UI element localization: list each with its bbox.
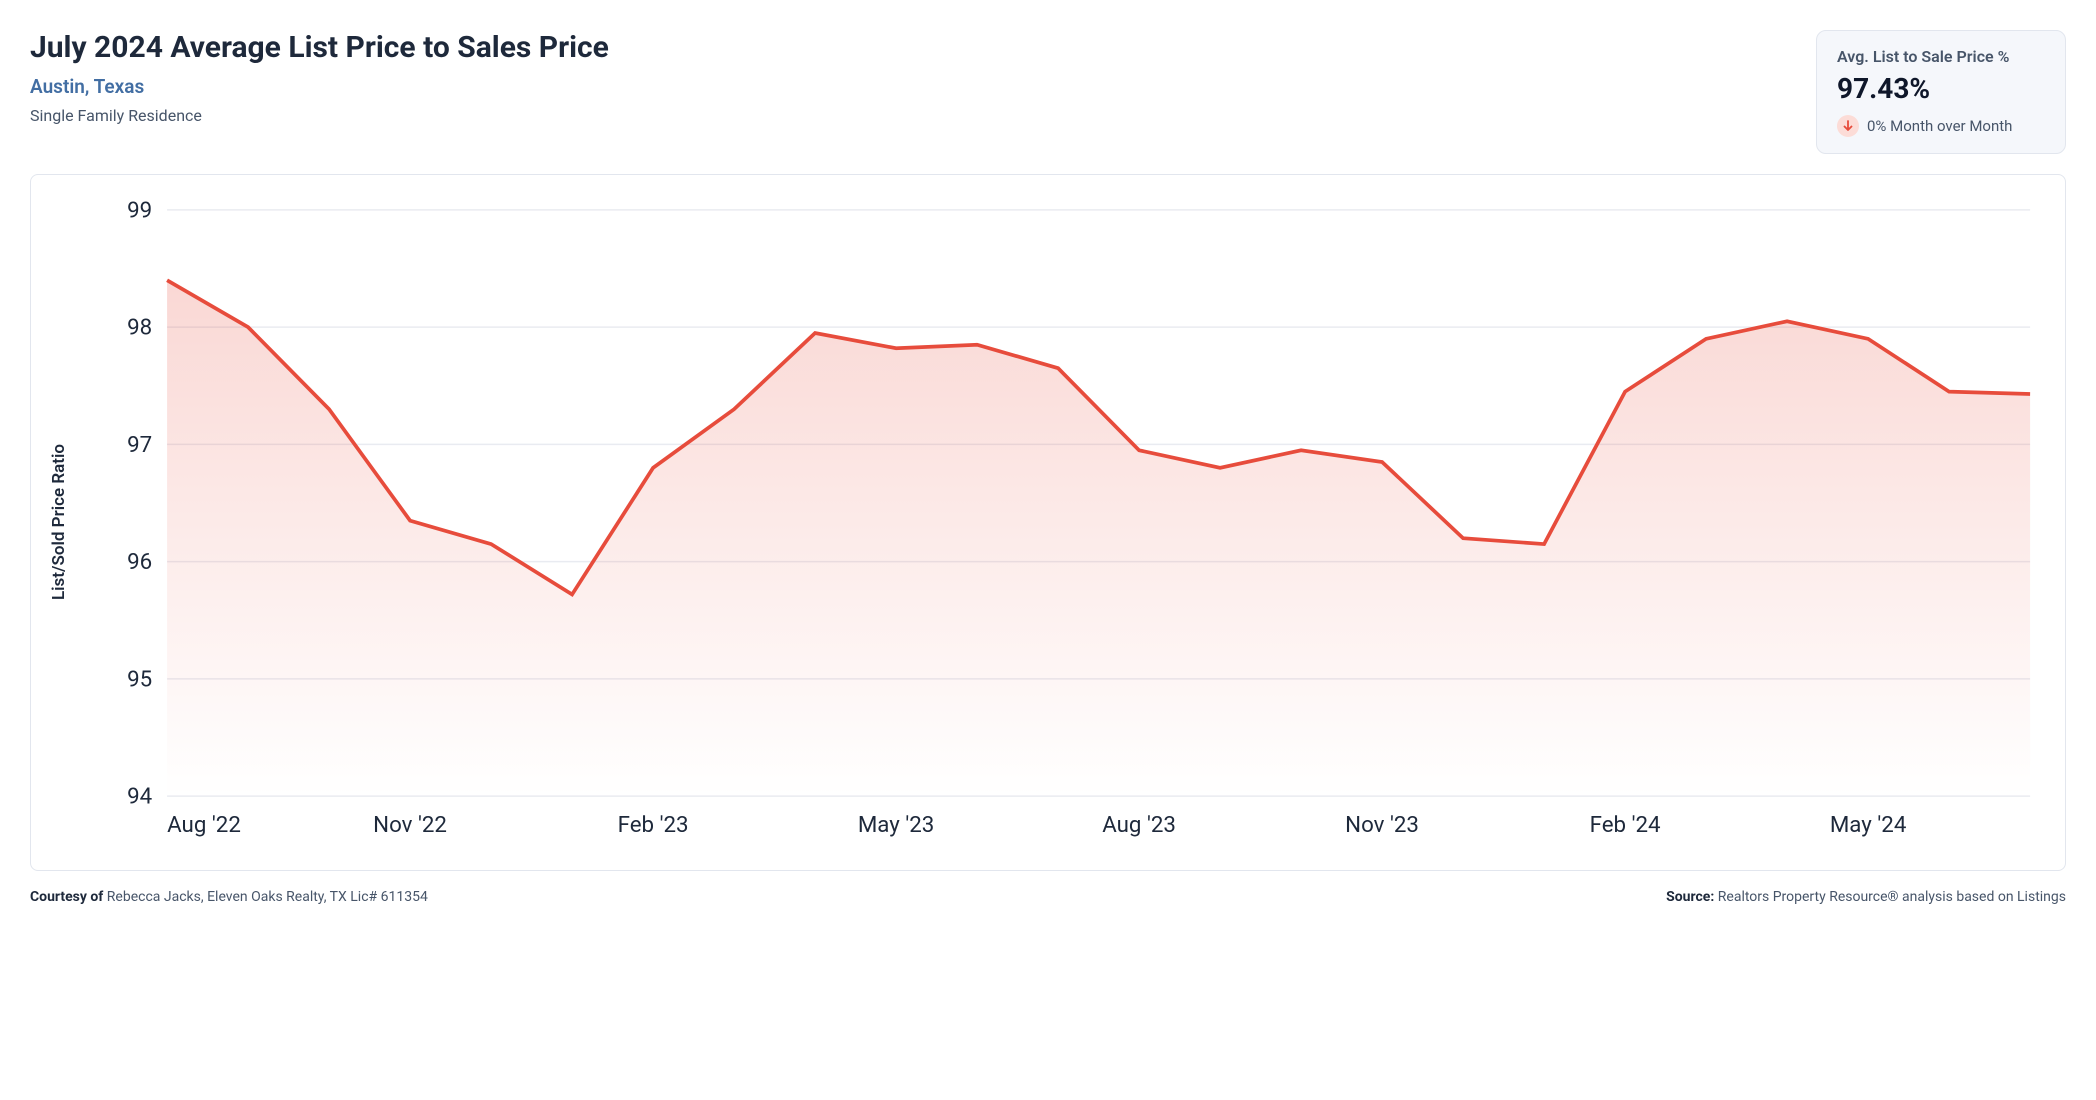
property-type-label: Single Family Residence — [30, 106, 609, 125]
stat-card: Avg. List to Sale Price % 97.43% 0% Mont… — [1816, 30, 2066, 154]
svg-text:95: 95 — [127, 666, 152, 692]
stat-change-text: 0% Month over Month — [1867, 117, 2012, 135]
chart-panel: List/Sold Price Ratio 94 95 96 97 98 99 Aug '2… — [30, 174, 2066, 871]
svg-text:97: 97 — [127, 432, 152, 458]
area-chart: 94 95 96 97 98 99 Aug '22 Nov '22 Feb '23 May '23… — [51, 195, 2045, 850]
stat-value: 97.43% — [1837, 72, 2045, 105]
svg-text:94: 94 — [127, 784, 153, 810]
courtesy-line: Courtesy of Rebecca Jacks, Eleven Oaks R… — [30, 889, 428, 905]
svg-text:May '24: May '24 — [1830, 812, 1907, 838]
svg-text:99: 99 — [127, 197, 152, 223]
svg-text:98: 98 — [127, 315, 152, 341]
svg-text:Feb '23: Feb '23 — [618, 812, 689, 838]
svg-text:May '23: May '23 — [858, 812, 935, 838]
stat-label: Avg. List to Sale Price % — [1837, 47, 2045, 66]
svg-text:Nov '22: Nov '22 — [373, 812, 447, 838]
y-axis-title: List/Sold Price Ratio — [49, 444, 69, 600]
arrow-down-icon — [1837, 115, 1859, 137]
svg-text:96: 96 — [127, 549, 152, 575]
location-label: Austin, Texas — [30, 75, 609, 98]
svg-text:Feb '24: Feb '24 — [1590, 812, 1661, 838]
svg-text:Nov '23: Nov '23 — [1345, 812, 1419, 838]
svg-text:Aug '22: Aug '22 — [167, 812, 241, 838]
source-line: Source: Realtors Property Resource® anal… — [1666, 889, 2066, 905]
stat-change: 0% Month over Month — [1837, 115, 2045, 137]
svg-text:Aug '23: Aug '23 — [1102, 812, 1176, 838]
page-title: July 2024 Average List Price to Sales Pr… — [30, 30, 609, 65]
